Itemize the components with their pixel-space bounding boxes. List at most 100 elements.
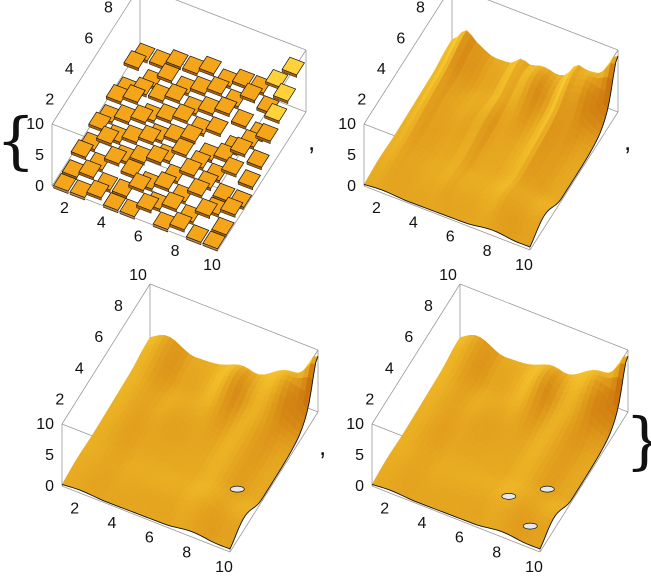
- x-tick-label: 10: [215, 559, 233, 576]
- x-tick-label: 6: [145, 530, 154, 547]
- bar-tile-edge: [78, 171, 94, 181]
- clipped-region: [501, 492, 517, 500]
- bounding-box-edge: [51, 185, 219, 251]
- y-tick-label: 2: [45, 92, 54, 109]
- y-tick-label: 8: [104, 0, 113, 17]
- bounding-box-edge: [363, 0, 444, 125]
- bounding-box-edge: [229, 411, 319, 553]
- bar-tile-edge: [190, 87, 206, 97]
- bar-tile-edge: [237, 181, 253, 191]
- z-tick-label: 0: [35, 178, 44, 195]
- bar-tile-edge: [255, 135, 271, 145]
- clipped-region: [229, 485, 245, 493]
- y-tick-label: 2: [357, 92, 366, 109]
- x-tick-label: 2: [60, 200, 69, 217]
- x-tick-label: 4: [97, 214, 106, 231]
- x-tick-label: 4: [409, 214, 418, 231]
- bar-tile-edge: [138, 136, 154, 146]
- x-tick-label: 8: [492, 544, 501, 561]
- bar-tile-edge: [281, 68, 297, 78]
- bar-tile-edge: [172, 115, 188, 125]
- y-tick-label: 6: [396, 30, 405, 47]
- x-tick-label: 4: [108, 515, 117, 532]
- bar-tile-edge: [122, 96, 138, 106]
- z-tick-label: 5: [347, 147, 356, 164]
- bar-tile-edge: [220, 208, 236, 218]
- bar-tile-edge: [86, 191, 102, 201]
- open-brace: {: [0, 104, 35, 177]
- surface-side-edge: [229, 356, 319, 550]
- surface-side-edge: [539, 356, 629, 550]
- bounding-box-edge: [371, 485, 541, 553]
- bounding-box-edge: [487, 0, 619, 51]
- bounding-box-edge: [363, 185, 531, 251]
- bar-tile-edge: [194, 210, 210, 220]
- separator-comma-2: ,: [624, 126, 631, 156]
- bar-tile-edge: [214, 108, 230, 118]
- bar-tile-edge: [246, 161, 262, 171]
- bar-tile-edge: [197, 108, 213, 118]
- bar-tile-edge: [169, 223, 185, 233]
- bar-tile-edge: [161, 203, 177, 213]
- x-tick-label: 2: [70, 500, 79, 517]
- bar-tile-edge: [136, 204, 152, 214]
- bar-tile-edge: [121, 136, 137, 146]
- clipped-region: [522, 522, 538, 530]
- x-tick-label: 8: [171, 243, 180, 260]
- bar-tile-edge: [104, 157, 120, 167]
- y-tick-label: 8: [114, 298, 123, 315]
- x-tick-label: 2: [380, 500, 389, 517]
- clipped-region: [539, 485, 555, 493]
- bounding-box-edge: [217, 111, 307, 251]
- bar-tile-edge: [264, 115, 280, 125]
- bar-tile-edge: [187, 189, 203, 199]
- y-tick-label: 4: [385, 360, 394, 377]
- bar-tile-edge: [113, 116, 129, 126]
- x-tick-label: 6: [455, 530, 464, 547]
- x-tick-label: 6: [134, 229, 143, 246]
- bar-tile-edge: [171, 149, 187, 159]
- y-tick-label: 4: [377, 61, 386, 78]
- y-tick-label: 10: [129, 267, 147, 284]
- y-tick-label: 2: [365, 391, 374, 408]
- bar-tile-edge: [198, 67, 214, 77]
- y-tick-label: 6: [84, 30, 93, 47]
- y-tick-label: 2: [55, 391, 64, 408]
- bar-tile-edge: [96, 137, 112, 147]
- separator-comma-1: ,: [308, 126, 315, 156]
- z-tick-label: 5: [355, 447, 364, 464]
- y-tick-label: 4: [75, 360, 84, 377]
- bar-tile-edge: [179, 169, 195, 179]
- bounding-box-edge: [459, 283, 629, 351]
- bar-tile-edge: [231, 120, 247, 130]
- bar-tile-edge: [221, 168, 237, 178]
- bar-tile-edge: [128, 184, 144, 194]
- bar-tile-edge: [239, 94, 255, 104]
- y-tick-label: 6: [94, 329, 103, 346]
- bar-tile-edge: [155, 115, 171, 125]
- bar-tile-edge: [182, 67, 198, 77]
- bar-tile-edge: [130, 116, 146, 126]
- z-tick-label: 0: [355, 478, 364, 495]
- bounding-box-edge: [539, 411, 629, 553]
- bar-tile-edge: [123, 62, 139, 72]
- y-tick-label: 6: [404, 329, 413, 346]
- close-brace: }: [625, 404, 651, 477]
- z-tick-label: 10: [338, 116, 356, 133]
- surface-front-edge: [61, 484, 231, 550]
- y-tick-label: 10: [439, 267, 457, 284]
- y-tick-label: 8: [416, 0, 425, 17]
- bounding-box-edge: [175, 0, 307, 51]
- bounding-box-edge: [529, 111, 619, 251]
- x-tick-label: 10: [203, 257, 221, 274]
- bar-tile-edge: [273, 95, 289, 105]
- z-tick-label: 0: [347, 178, 356, 195]
- bar-tile-edge: [106, 96, 122, 106]
- bounding-box-edge: [61, 485, 231, 553]
- y-tick-label: 4: [65, 61, 74, 78]
- surface-side-edge: [529, 56, 619, 248]
